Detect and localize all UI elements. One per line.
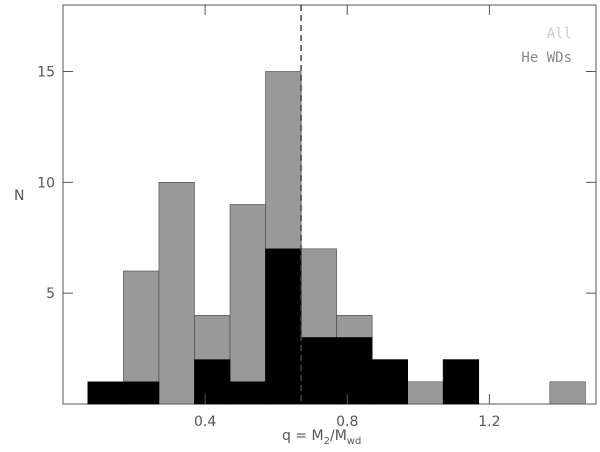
bar [87,381,124,405]
bar [371,359,408,405]
bar [265,248,302,405]
y-tick-label: 15 [37,65,55,81]
x-label-part: /M [330,428,347,444]
bar [158,182,195,405]
y-axis-label: N [14,188,24,204]
bar [549,381,586,405]
x-tick-label: 0.4 [194,414,216,430]
x-tick-label: 1.2 [478,414,500,430]
bar [407,381,444,405]
legend-entry: All [547,26,572,42]
y-tick-label: 5 [46,286,55,302]
bar [194,359,231,405]
x-tick-label: 0.8 [336,414,358,430]
x-label-part: q = M [282,428,324,444]
x-label-sub: 2 [324,436,330,447]
bar [300,337,337,405]
bar [123,381,160,405]
y-tick-label: 10 [37,175,55,191]
bar [442,359,480,405]
x-axis-label: q = M2/Mwd [282,428,361,447]
bar [229,381,266,405]
legend-entry: He WDs [521,50,572,66]
x-label-sub: wd [347,436,362,447]
bar [229,204,266,405]
bar [336,337,373,405]
